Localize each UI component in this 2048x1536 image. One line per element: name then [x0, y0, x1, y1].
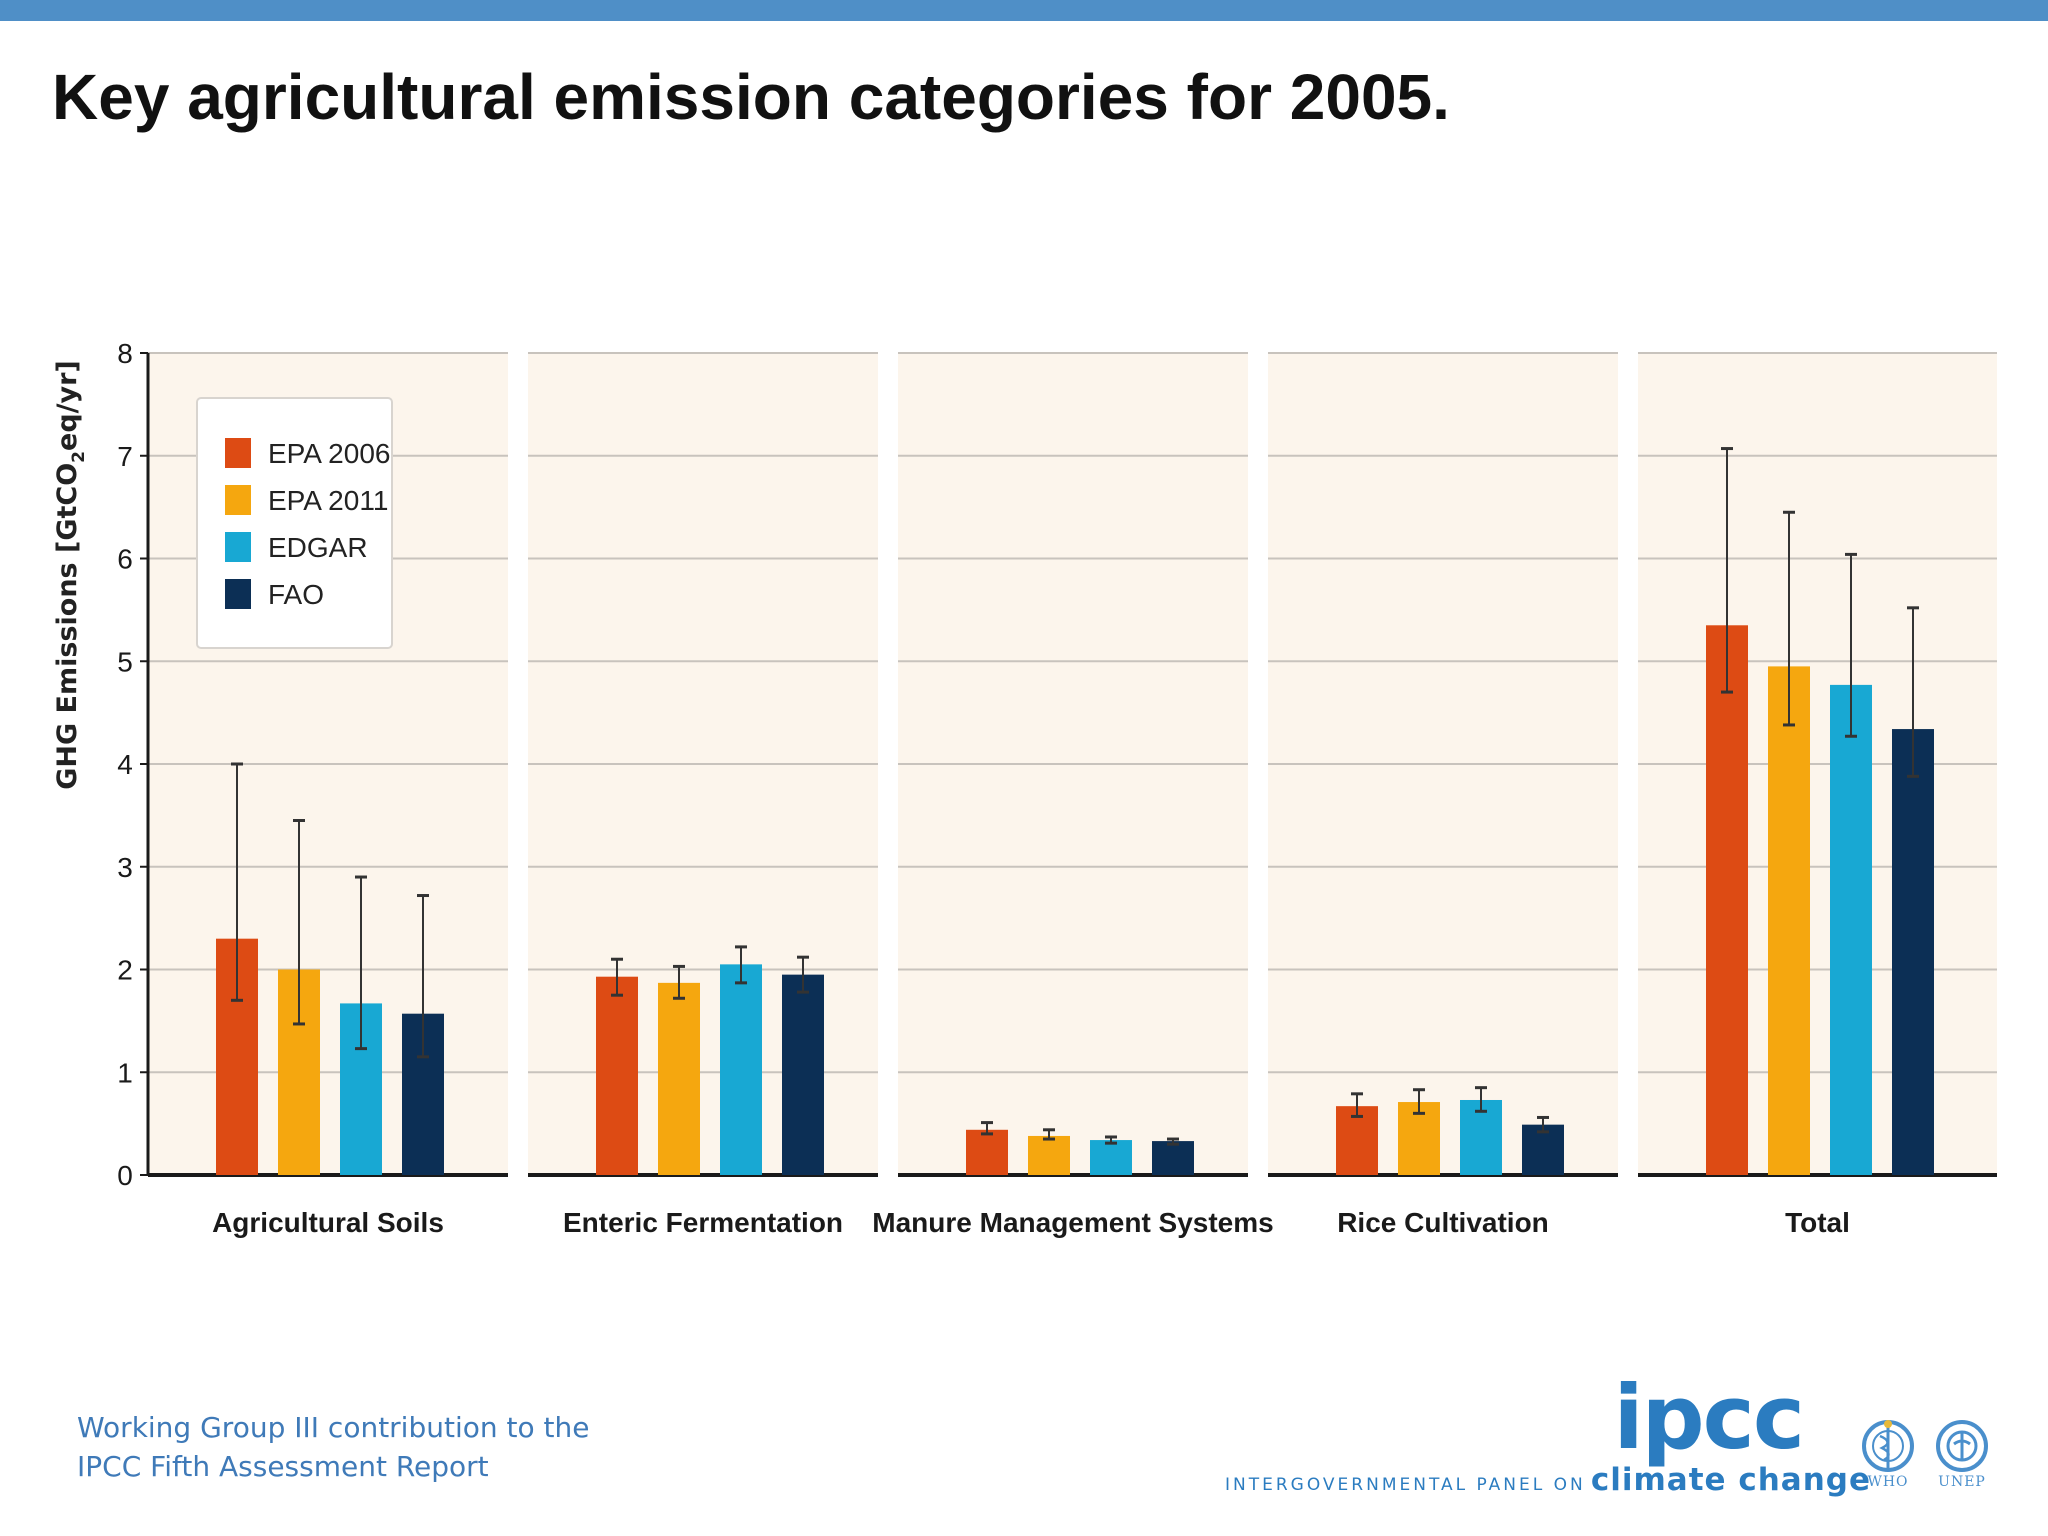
top-accent-bar — [0, 0, 2048, 21]
who-globe-icon — [1862, 1420, 1914, 1472]
error-bar-epa-2011-total — [1783, 510, 1795, 727]
error-bar-epa-2006-manure-management-systems — [981, 1121, 993, 1136]
y-axis-label-subscript: 2 — [69, 451, 89, 463]
error-bar-fao-agricultural-soils — [417, 894, 429, 1059]
y-tick-label: 6 — [117, 544, 133, 575]
who-emblem: WHO — [1858, 1418, 1918, 1498]
bar-edgar-total — [1830, 684, 1872, 1175]
footer-line-2: IPCC Fifth Assessment Report — [77, 1450, 489, 1483]
error-bar-fao-total — [1907, 606, 1919, 778]
error-bar-edgar-enteric-fermentation — [735, 945, 747, 985]
bar-epa-2006-manure-management-systems — [966, 1129, 1008, 1175]
ipcc-logo-tagline: INTERGOVERNMENTAL PANEL ON climate chang… — [1225, 1462, 1871, 1498]
error-bar-edgar-manure-management-systems — [1105, 1135, 1117, 1145]
error-bar-epa-2006-total — [1721, 447, 1733, 694]
legend-label-edgar: EDGAR — [268, 532, 368, 563]
ipcc-logo: ipcc INTERGOVERNMENTAL PANEL ON climate … — [1225, 1366, 1870, 1500]
y-tick-label: 1 — [117, 1057, 133, 1088]
emissions-bar-chart: GHG Emissions [GtCO2eq/yr] Agricultural … — [52, 338, 1997, 1238]
slide-title: Key agricultural emission categories for… — [52, 61, 1450, 133]
category-label: Enteric Fermentation — [563, 1207, 843, 1238]
y-axis-label: GHG Emissions [GtCO2eq/yr] — [52, 360, 89, 790]
ipcc-tagline-small: INTERGOVERNMENTAL PANEL ON — [1225, 1475, 1586, 1495]
legend-label-fao: FAO — [268, 579, 324, 610]
unep-label: UNEP — [1938, 1474, 1986, 1490]
category-label: Total — [1785, 1207, 1850, 1238]
error-bar-epa-2011-manure-management-systems — [1043, 1128, 1055, 1141]
y-tick-label: 4 — [117, 749, 133, 780]
y-tick-label: 0 — [117, 1160, 133, 1191]
legend-swatch-epa-2011 — [225, 485, 251, 515]
y-tick-label: 5 — [117, 646, 133, 677]
error-bar-edgar-agricultural-soils — [355, 875, 367, 1051]
bar-epa-2011-total — [1768, 666, 1810, 1175]
legend-label-epa-2011: EPA 2011 — [268, 485, 388, 516]
error-bar-epa-2006-agricultural-soils — [231, 762, 243, 1002]
bar-edgar-manure-management-systems — [1090, 1140, 1132, 1175]
bar-fao-enteric-fermentation — [782, 974, 824, 1175]
unep-emblem: UNEP — [1932, 1418, 1992, 1498]
bar-fao-total — [1892, 729, 1934, 1175]
y-axis-label-main: GHG Emissions [GtCO — [52, 463, 83, 790]
bar-edgar-enteric-fermentation — [720, 964, 762, 1175]
ipcc-tagline-big: climate change — [1590, 1462, 1871, 1498]
error-bar-fao-rice-cultivation — [1537, 1115, 1549, 1134]
error-bar-epa-2011-agricultural-soils — [293, 819, 305, 1026]
y-tick-label: 2 — [117, 955, 133, 986]
error-bar-edgar-total — [1845, 552, 1857, 738]
bar-epa-2006-enteric-fermentation — [596, 976, 638, 1175]
y-tick-label: 8 — [117, 338, 133, 369]
legend-swatch-epa-2006 — [225, 438, 251, 468]
error-bar-epa-2011-enteric-fermentation — [673, 964, 685, 1000]
category-label: Rice Cultivation — [1337, 1207, 1549, 1238]
error-bar-epa-2006-enteric-fermentation — [611, 957, 623, 997]
bar-epa-2006-total — [1706, 625, 1748, 1175]
legend-box — [196, 397, 393, 649]
error-bar-epa-2011-rice-cultivation — [1413, 1088, 1425, 1115]
error-bar-epa-2006-rice-cultivation — [1351, 1092, 1363, 1118]
error-bar-edgar-rice-cultivation — [1475, 1086, 1487, 1113]
legend-swatch-edgar — [225, 532, 251, 562]
y-tick-label: 7 — [117, 441, 133, 472]
error-bar-fao-enteric-fermentation — [797, 955, 809, 994]
footer-text: Working Group III contribution to the IP… — [77, 1408, 589, 1486]
y-axis-label-tail: eq/yr] — [52, 360, 83, 451]
bar-epa-2011-manure-management-systems — [1028, 1135, 1070, 1175]
who-label: WHO — [1867, 1474, 1909, 1490]
legend-label-epa-2006: EPA 2006 — [268, 438, 390, 469]
footer-line-1: Working Group III contribution to the — [77, 1411, 590, 1444]
y-tick-label: 3 — [117, 852, 133, 883]
bar-epa-2011-enteric-fermentation — [658, 982, 700, 1175]
legend: EPA 2006 EPA 2011 EDGAR FAO — [196, 397, 393, 649]
legend-swatch-fao — [225, 579, 251, 609]
unep-globe-icon — [1936, 1420, 1988, 1472]
error-bar-fao-manure-management-systems — [1167, 1137, 1179, 1146]
bar-fao-manure-management-systems — [1152, 1141, 1194, 1175]
category-label: Manure Management Systems — [872, 1207, 1273, 1238]
ipcc-logo-word: ipcc — [1613, 1366, 1805, 1469]
category-label: Agricultural Soils — [212, 1207, 444, 1238]
